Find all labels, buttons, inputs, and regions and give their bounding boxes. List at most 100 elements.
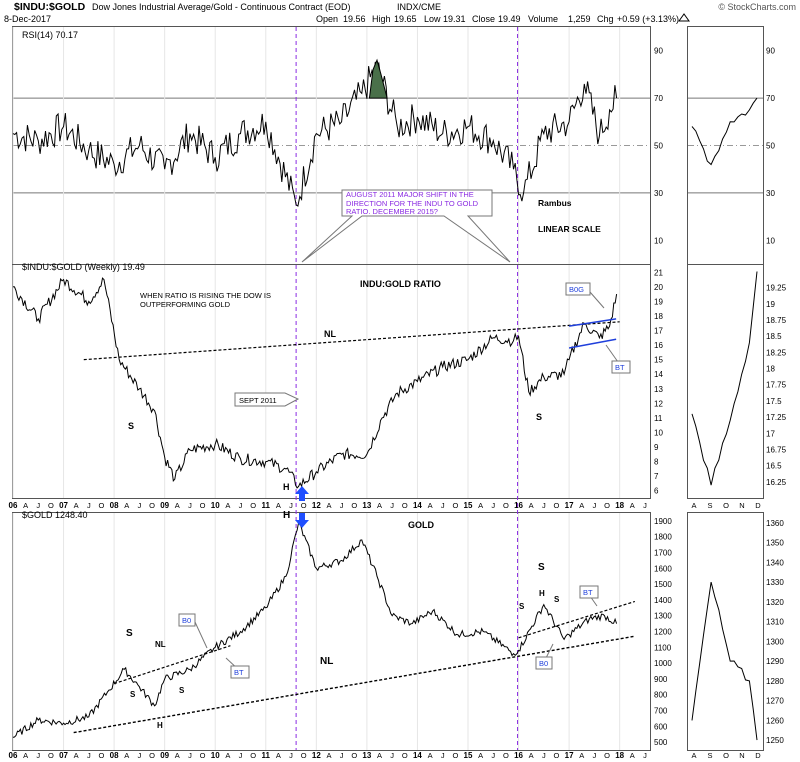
y-tick-label: 12 [654, 399, 663, 408]
year-tick-label: 12 [312, 751, 321, 760]
month-tick-label: O [99, 751, 105, 760]
year-tick-label: 14 [413, 751, 422, 760]
month-tick-label: O [149, 751, 155, 760]
right-y-tick-label: 16.5 [766, 462, 782, 471]
panel-frames [12, 26, 764, 751]
month-tick-label: A [428, 501, 433, 510]
y-tick-label: 700 [654, 707, 668, 716]
y-tick-label: 30 [654, 189, 663, 198]
year-tick-label: 09 [160, 501, 169, 510]
month-tick-label: O [452, 501, 458, 510]
y-tick-label: 1700 [654, 549, 672, 558]
gold-small-neckline-line [113, 645, 231, 685]
y-tick-label: 19 [654, 297, 663, 306]
month-tick-label: J [390, 501, 394, 510]
month-tick-label: A [478, 751, 483, 760]
month-tick-label: A [74, 751, 79, 760]
month-tick-label: J [36, 501, 40, 510]
right-y-tick-label: 16.25 [766, 478, 787, 487]
right-month-tick-label: A [691, 751, 696, 760]
y-tick-label: 1200 [654, 628, 672, 637]
month-tick-label: J [491, 501, 495, 510]
month-tick-label: J [340, 501, 344, 510]
gold-small-left-shoulder: S [130, 690, 136, 699]
open-value: 19.56 [343, 14, 366, 24]
bog-box [565, 282, 591, 296]
y-tick-label: 14 [654, 370, 663, 379]
right-y-tick-label: 17 [766, 429, 775, 438]
y-tick-label: 1000 [654, 659, 672, 668]
gold-small-right-shoulder: S [179, 686, 185, 695]
right-month-tick-label: S [707, 501, 712, 510]
month-tick-label: J [87, 501, 91, 510]
y-tick-label: 21 [654, 268, 663, 277]
low-value: 19.31 [443, 14, 466, 24]
right-y-tick-label: 19 [766, 300, 775, 309]
year-tick-label: 16 [514, 751, 523, 760]
sept-2011-callout [234, 392, 300, 407]
month-tick-label: A [124, 501, 129, 510]
right-month-tick-label: N [739, 501, 744, 510]
gold-long-trendline [73, 635, 635, 734]
month-tick-label: A [326, 751, 331, 760]
month-tick-label: A [478, 501, 483, 510]
year-tick-label: 11 [262, 501, 271, 510]
year-tick-label: 07 [59, 751, 68, 760]
y-tick-label: 16 [654, 341, 663, 350]
rsi-title: RSI(14) 70.17 [22, 30, 78, 40]
right-y-tick-label: 1340 [766, 558, 784, 567]
month-tick-label: O [301, 501, 307, 510]
callout-box [301, 189, 511, 263]
right-y-tick-label: 1280 [766, 677, 784, 686]
year-tick-label: 15 [464, 751, 473, 760]
gold-big-left-shoulder: S [126, 628, 133, 639]
month-tick-label: A [529, 751, 534, 760]
right-month-tick-label: O [723, 501, 729, 510]
gold-recent-left-shoulder: S [519, 602, 525, 611]
symbol-title: $INDU:$GOLD [14, 1, 86, 13]
month-tick-label: J [441, 501, 445, 510]
year-tick-label: 07 [59, 501, 68, 510]
scale-label: LINEAR SCALE [538, 224, 601, 234]
right-y-tick-label: 90 [766, 47, 775, 56]
y-tick-label: 1400 [654, 596, 672, 605]
y-tick-label: 18 [654, 312, 663, 321]
year-tick-label: 12 [312, 501, 321, 510]
month-tick-label: J [188, 751, 192, 760]
ratio-note: WHEN RATIO IS RISING THE DOW IS OUTPERFO… [140, 291, 271, 309]
month-tick-label: O [503, 501, 509, 510]
gold-bt-box [230, 665, 250, 679]
ratio-bt-label: BT [615, 363, 625, 372]
right-y-tick-label: 1330 [766, 578, 784, 587]
year-tick-label: 16 [514, 501, 523, 510]
right-y-tick-label: 1350 [766, 539, 784, 548]
right-series-line [691, 581, 758, 741]
gold-b02-label: B0 [539, 659, 548, 668]
chart-description: Dow Jones Industrial Average/Gold - Cont… [92, 2, 350, 12]
series-line [12, 521, 618, 738]
y-tick-label: 70 [654, 94, 663, 103]
gold-annotations: S NL B0 BT S H S H NL S S H S BT B0 [126, 510, 599, 730]
month-tick-label: O [200, 501, 206, 510]
month-tick-label: O [99, 501, 105, 510]
month-tick-label: A [377, 751, 382, 760]
callout-pointer [194, 621, 208, 649]
right-y-tick-label: 18 [766, 365, 775, 374]
series-line [12, 61, 618, 207]
year-tick-label: 18 [615, 751, 624, 760]
year-tick-label: 10 [211, 751, 220, 760]
month-tick-label: A [23, 501, 28, 510]
month-tick-label: A [529, 501, 534, 510]
month-tick-label: A [124, 751, 129, 760]
right-y-tick-label: 1290 [766, 657, 784, 666]
year-tick-label: 17 [565, 751, 574, 760]
right-y-tick-label: 17.5 [766, 397, 782, 406]
month-tick-label: A [175, 751, 180, 760]
right-y-tick-label: 70 [766, 94, 775, 103]
month-tick-label: A [74, 501, 79, 510]
rsi-annotations: AUGUST 2011 MAJOR SHIFT IN THE DIRECTION… [301, 189, 601, 263]
ratio-right-shoulder: S [536, 412, 542, 422]
right-series-line [691, 271, 758, 486]
y-tick-label: 1900 [654, 517, 672, 526]
